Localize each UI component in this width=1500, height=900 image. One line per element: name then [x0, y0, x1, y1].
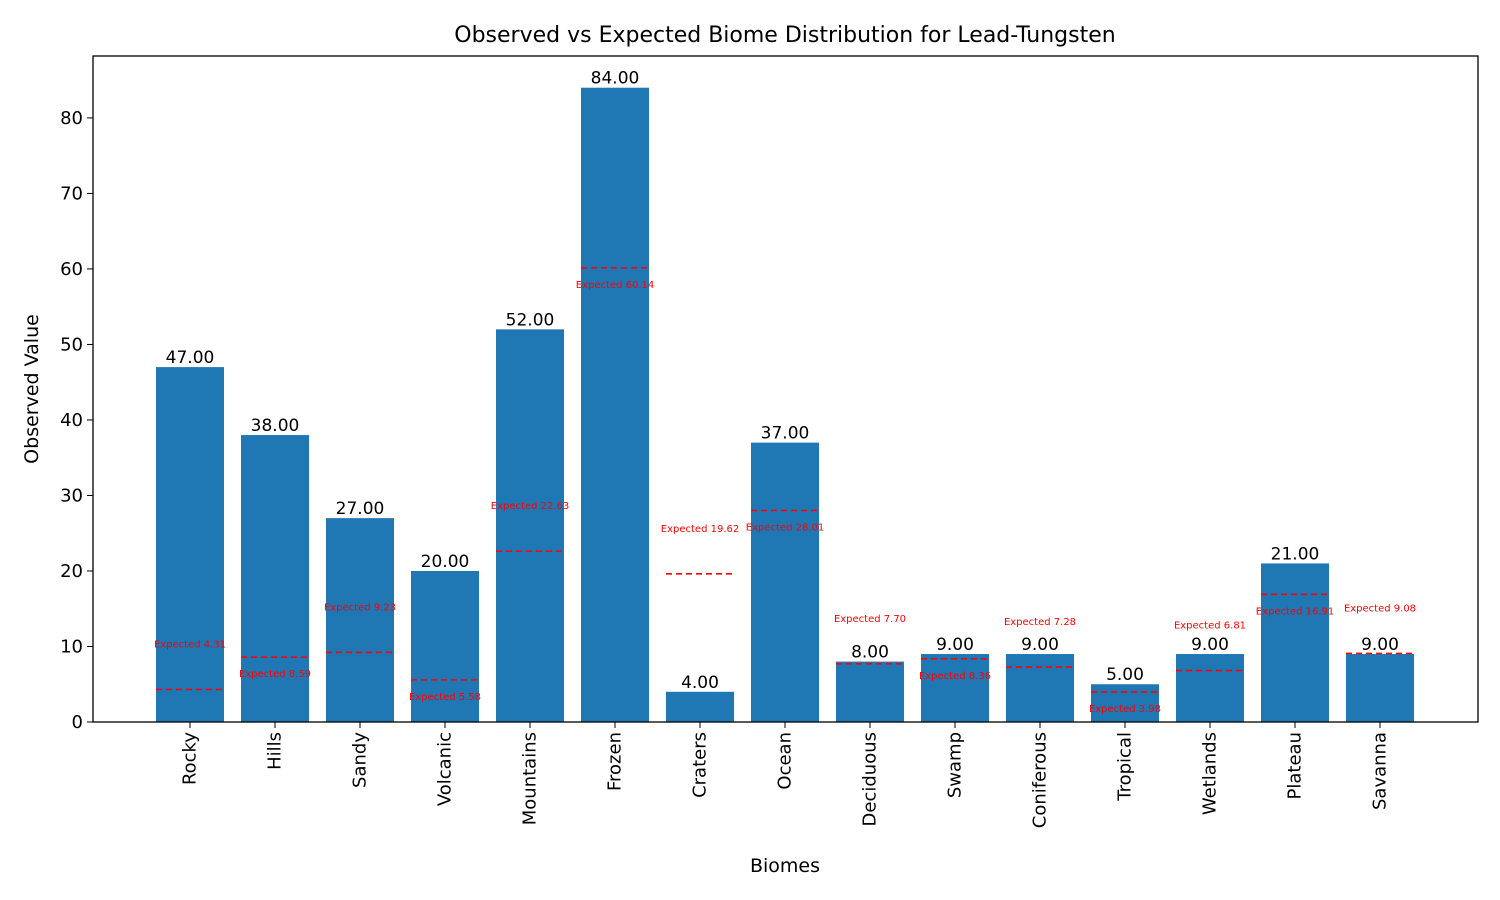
y-tick-label: 10: [60, 636, 83, 657]
expected-label: Expected 3.98: [1089, 704, 1161, 715]
bar-value-label: 47.00: [166, 348, 215, 368]
bar: [496, 329, 564, 722]
x-tick-label: Ocean: [775, 732, 796, 790]
expected-label: Expected 7.28: [1004, 617, 1076, 628]
bar-value-label: 8.00: [851, 643, 889, 663]
x-axis-label: Biomes: [750, 855, 820, 877]
x-tick-label: Plateau: [1285, 732, 1306, 799]
bar: [1176, 654, 1244, 722]
bar-value-label: 37.00: [761, 424, 810, 444]
plot-area: 47.00 Expected 4.31 Rocky 38.00 Expected 8.5…: [60, 69, 1416, 829]
x-tick-label: Craters: [690, 732, 711, 798]
bar-value-label: 84.00: [591, 69, 640, 89]
bar-value-label: 9.00: [1361, 635, 1399, 655]
bar-value-label: 9.00: [1191, 635, 1229, 655]
bar-value-label: 52.00: [506, 310, 555, 330]
bar: [156, 367, 224, 722]
bar: [666, 691, 734, 722]
bar-value-label: 20.00: [421, 552, 470, 572]
expected-label: Expected 8.36: [919, 671, 991, 682]
expected-label: Expected 5.58: [409, 692, 481, 703]
y-tick-label: 40: [60, 410, 83, 431]
bar-value-label: 27.00: [336, 499, 385, 519]
expected-label: Expected 8.59: [239, 669, 311, 680]
bar: [411, 570, 479, 722]
bar-value-label: 9.00: [1021, 635, 1059, 655]
bar: [921, 654, 989, 722]
bar: [836, 661, 904, 722]
x-tick-label: Volcanic: [435, 732, 456, 806]
bar: [326, 518, 394, 722]
x-tick-label: Mountains: [520, 732, 541, 825]
expected-label: Expected 60.14: [576, 280, 654, 291]
chart-title: Observed vs Expected Biome Distribution …: [454, 23, 1115, 48]
x-tick-label: Swamp: [945, 732, 966, 798]
bar: [751, 442, 819, 722]
y-tick-label: 30: [60, 485, 83, 506]
y-tick-label: 80: [60, 108, 83, 129]
expected-label: Expected 4.31: [154, 639, 226, 650]
x-tick-label: Frozen: [605, 732, 626, 791]
x-tick-label: Hills: [265, 732, 286, 770]
bar-value-label: 9.00: [936, 635, 974, 655]
x-tick-label: Rocky: [180, 732, 201, 785]
expected-label: Expected 16.91: [1256, 606, 1334, 617]
x-tick-label: Savanna: [1370, 732, 1391, 810]
expected-label: Expected 7.70: [834, 614, 906, 625]
x-tick-label: Deciduous: [860, 732, 881, 826]
bar: [581, 87, 649, 722]
y-axis-label: Observed Value: [21, 314, 43, 464]
x-tick-label: Sandy: [350, 732, 371, 788]
bar: [1006, 654, 1074, 722]
plot-frame: [92, 55, 1479, 723]
y-tick-label: 0: [72, 712, 83, 733]
expected-label: Expected 6.81: [1174, 621, 1246, 632]
bar: [1091, 684, 1159, 722]
bar: [1261, 563, 1329, 722]
expected-label: Expected 28.01: [746, 522, 824, 533]
expected-label: Expected 19.62: [661, 524, 739, 535]
x-tick-label: Coniferous: [1030, 732, 1051, 828]
expected-label: Expected 22.63: [491, 501, 569, 512]
expected-label: Expected 9.23: [324, 602, 396, 613]
y-tick-label: 70: [60, 183, 83, 204]
bar: [241, 435, 309, 722]
bar: [1346, 654, 1414, 722]
expected-label: Expected 9.08: [1344, 603, 1416, 614]
x-tick-label: Wetlands: [1200, 732, 1221, 815]
bar-value-label: 5.00: [1106, 665, 1144, 685]
bar-value-label: 38.00: [251, 416, 300, 436]
bar-value-label: 4.00: [681, 673, 719, 693]
x-tick-label: Tropical: [1115, 732, 1136, 802]
bar-value-label: 21.00: [1271, 544, 1320, 564]
y-tick-label: 20: [60, 561, 83, 582]
y-tick-label: 60: [60, 259, 83, 280]
y-tick-label: 50: [60, 334, 83, 355]
